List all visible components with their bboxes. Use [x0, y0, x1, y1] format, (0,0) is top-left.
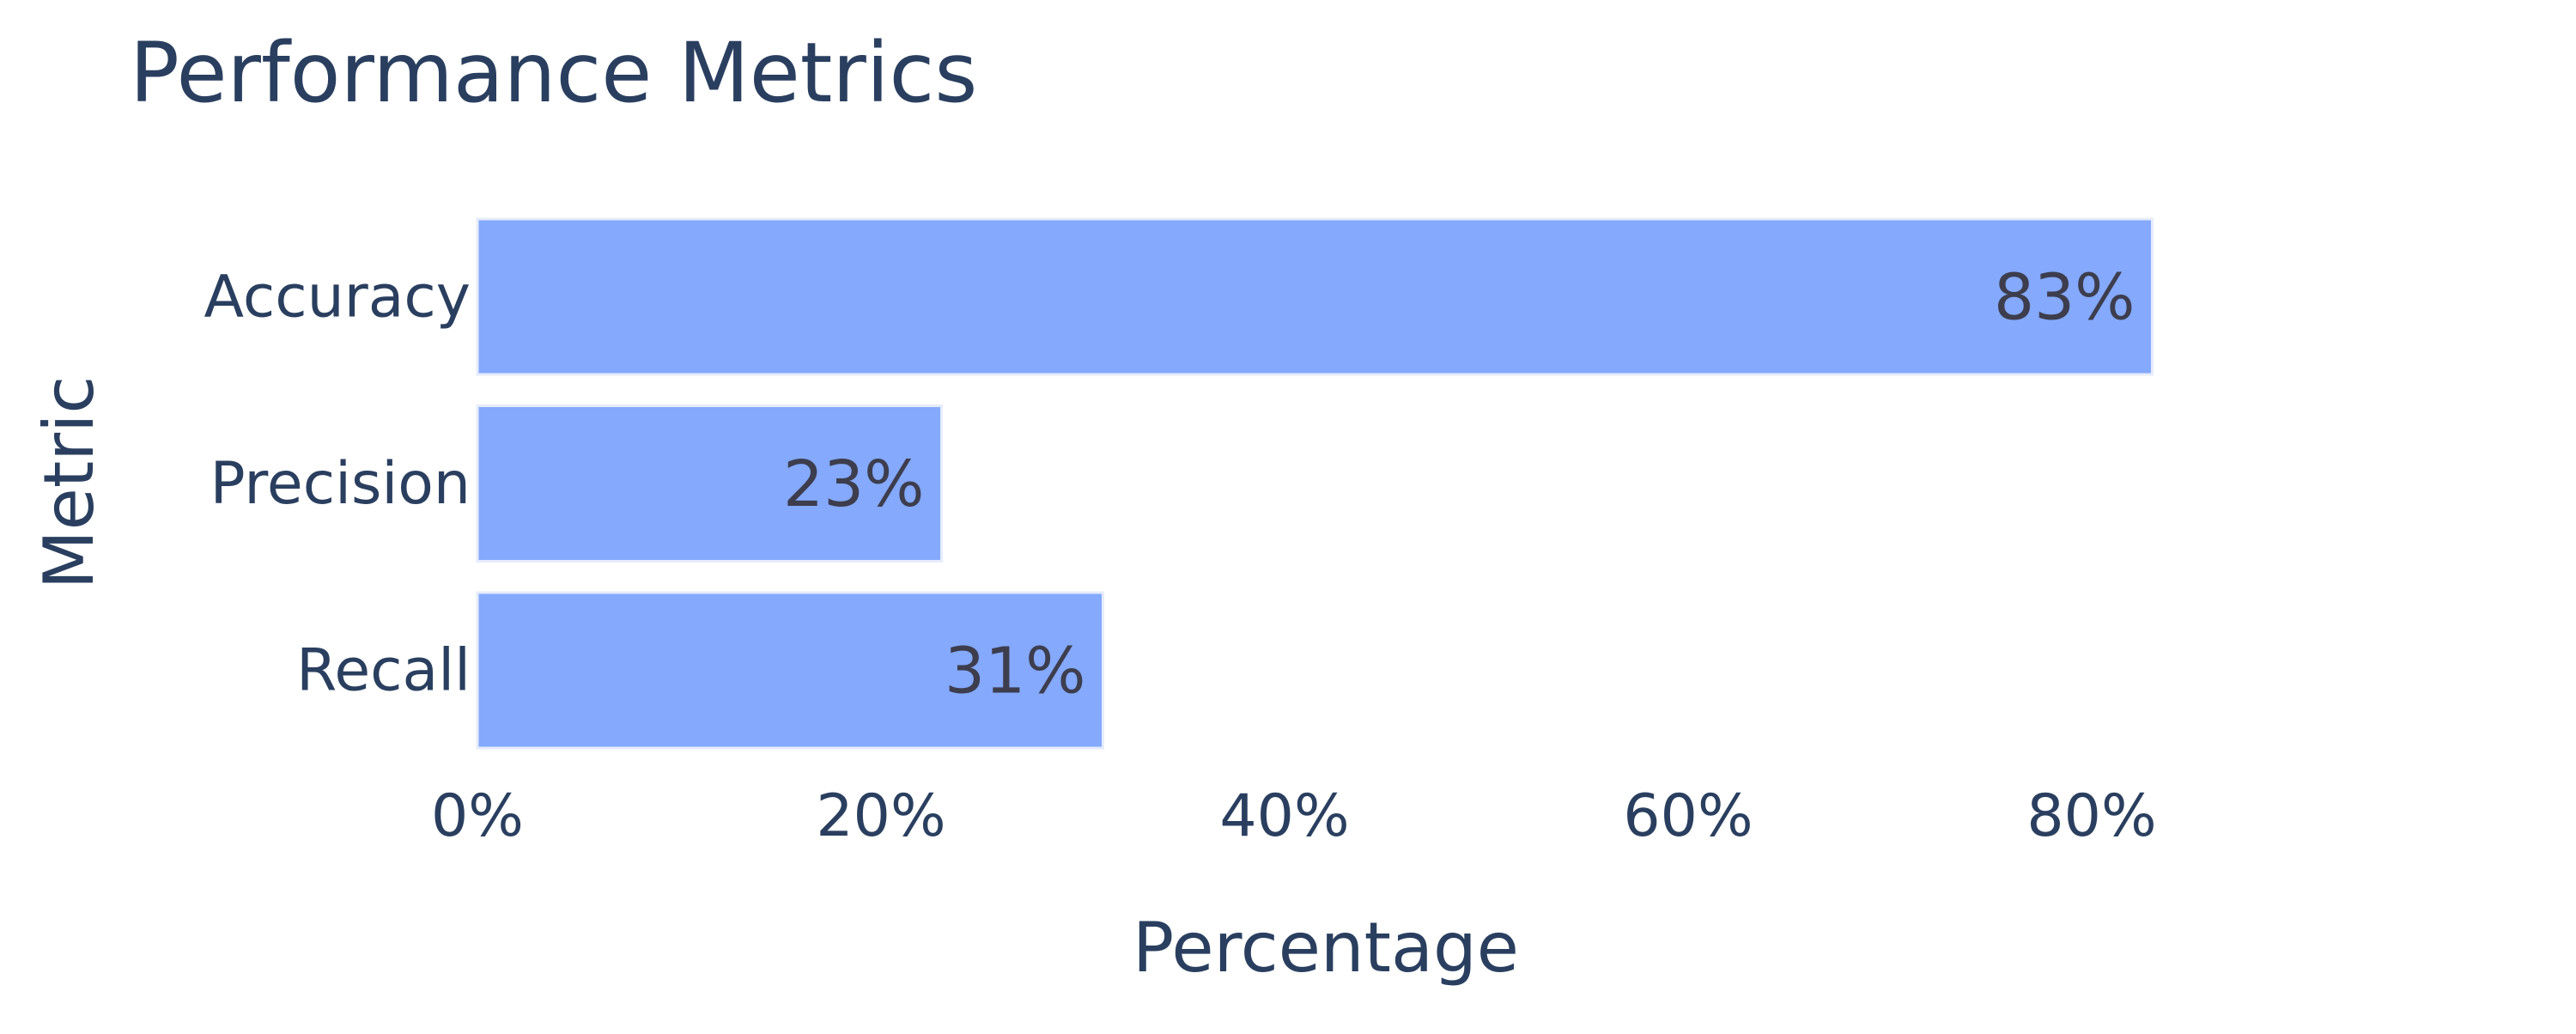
- x-tick-labels: 0% 20% 40% 60% 80%: [431, 782, 2157, 850]
- chart-title: Performance Metrics: [130, 25, 977, 121]
- data-label-recall: 31%: [945, 635, 1085, 709]
- x-tick-label: 40%: [1219, 782, 1349, 850]
- bar-recall: [476, 591, 1104, 750]
- y-axis-title: Metric: [29, 376, 109, 590]
- x-tick-label: 80%: [2026, 782, 2156, 850]
- y-category-labels: Accuracy Precision Recall: [204, 264, 471, 705]
- y-category-label-accuracy: Accuracy: [204, 264, 471, 331]
- y-category-label-recall: Recall: [296, 637, 471, 705]
- x-tick-label: 0%: [431, 782, 524, 850]
- bar-precision: [476, 404, 943, 563]
- x-tick-label: 60%: [1623, 782, 1753, 850]
- x-axis-title: Percentage: [1133, 908, 1519, 988]
- bar-accuracy: [476, 217, 2154, 376]
- y-category-label-precision: Precision: [210, 450, 471, 518]
- data-label-accuracy: 83%: [1994, 261, 2135, 335]
- data-label-precision: 23%: [783, 447, 924, 521]
- x-tick-label: 20%: [816, 782, 945, 850]
- bars-group: 83% 23% 31%: [476, 217, 2154, 750]
